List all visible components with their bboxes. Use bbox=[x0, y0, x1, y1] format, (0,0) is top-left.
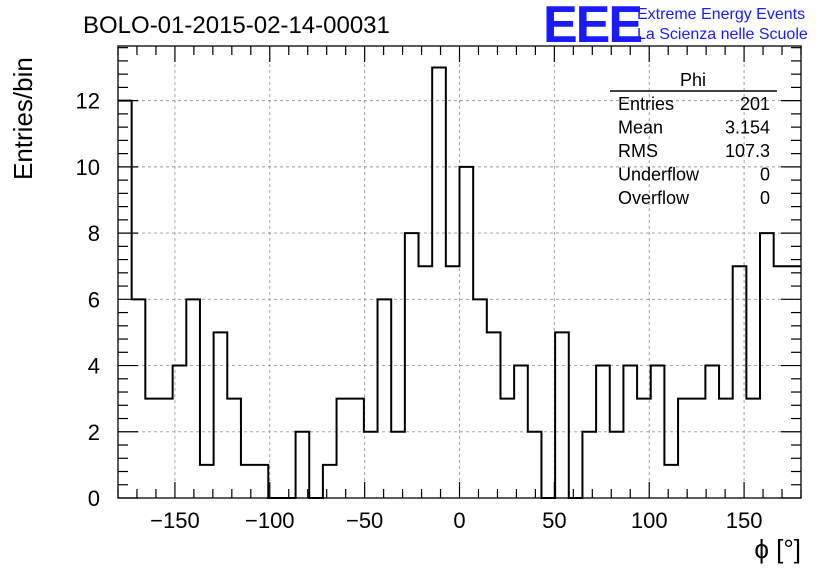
stats-box-rows: Entries 201 Mean 3.154 RMS 107.3 Underflow 0 Ove… bbox=[618, 94, 770, 208]
stats-row-label: RMS bbox=[618, 141, 658, 161]
eee-branding: EEE Extreme Energy Events La Scienza nel… bbox=[543, 0, 808, 54]
histogram-bin bbox=[391, 432, 405, 498]
stats-row-value: 0 bbox=[760, 188, 770, 208]
histogram-bin bbox=[664, 465, 678, 498]
histogram-bin bbox=[241, 465, 255, 498]
histogram-bin bbox=[774, 266, 788, 498]
stats-row-label: Underflow bbox=[618, 165, 700, 185]
stats-row-value: 0 bbox=[760, 165, 770, 185]
stats-row-value: 3.154 bbox=[725, 118, 770, 138]
histogram-bars bbox=[118, 66, 801, 499]
histogram-bin bbox=[200, 465, 214, 498]
y-tick-label: 10 bbox=[76, 155, 100, 180]
x-tick-label: −100 bbox=[245, 508, 295, 533]
stats-row-label: Mean bbox=[618, 118, 663, 138]
histogram-bin bbox=[582, 432, 596, 498]
histogram-bin bbox=[364, 432, 378, 498]
histogram-bin bbox=[719, 399, 733, 498]
histogram-bin bbox=[132, 299, 146, 498]
x-tick-label: −50 bbox=[346, 508, 383, 533]
histogram-bin bbox=[186, 299, 200, 498]
x-axis-label: ϕ [°] bbox=[754, 534, 801, 564]
histogram-bin bbox=[500, 399, 514, 498]
stats-box: Phi Entries 201 Mean 3.154 RMS 107.3 Underflow… bbox=[610, 70, 777, 208]
axis-ticks bbox=[117, 46, 802, 499]
chart-title: BOLO-01-2015-02-14-00031 bbox=[83, 12, 390, 39]
stats-row-label: Entries bbox=[618, 94, 674, 114]
histogram-bin bbox=[255, 465, 269, 498]
histogram-bin bbox=[419, 266, 433, 498]
histogram-bin bbox=[296, 432, 310, 498]
tick-labels: −150 −100 −50 0 50 100 150 0 2 4 6 8 10 12 bbox=[76, 89, 763, 533]
histogram-bin bbox=[214, 332, 228, 498]
histogram-bin bbox=[432, 68, 446, 498]
histogram-bin bbox=[159, 399, 173, 498]
eee-logo: EEE bbox=[543, 0, 641, 54]
y-axis-label: Entries/bin bbox=[8, 57, 38, 180]
histogram-bin bbox=[787, 266, 801, 498]
stats-row-value: 107.3 bbox=[725, 141, 770, 161]
y-tick-label: 4 bbox=[88, 354, 100, 379]
histogram-bin bbox=[746, 399, 760, 498]
histogram-bin bbox=[487, 332, 501, 498]
histogram-bin bbox=[678, 399, 692, 498]
y-tick-label: 0 bbox=[88, 486, 100, 511]
x-tick-label: 50 bbox=[542, 508, 566, 533]
histogram-bin bbox=[460, 167, 474, 498]
histogram-bin bbox=[323, 465, 337, 498]
grid-lines bbox=[118, 46, 801, 498]
y-tick-label: 2 bbox=[88, 420, 100, 445]
histogram-bin bbox=[227, 399, 241, 498]
histogram-outline bbox=[118, 66, 801, 499]
histogram-bin bbox=[337, 399, 351, 498]
y-tick-label: 12 bbox=[76, 89, 100, 114]
histogram-bin bbox=[555, 332, 569, 498]
eee-brand-line-1: Extreme Energy Events bbox=[637, 6, 805, 23]
histogram-bin bbox=[473, 299, 487, 498]
eee-brand-line-2: La Scienza nelle Scuole bbox=[637, 26, 808, 43]
stats-row-value: 201 bbox=[740, 94, 770, 114]
histogram-bin bbox=[610, 432, 624, 498]
histogram-bin bbox=[145, 399, 159, 498]
histogram-bin bbox=[378, 299, 392, 498]
y-tick-label: 6 bbox=[88, 287, 100, 312]
histogram-bin bbox=[350, 399, 364, 498]
x-tick-label: 100 bbox=[631, 508, 668, 533]
histogram-bin bbox=[692, 399, 706, 498]
histogram-bin bbox=[528, 432, 542, 498]
x-tick-label: 150 bbox=[726, 508, 763, 533]
stats-box-title: Phi bbox=[680, 70, 706, 90]
x-tick-label: 0 bbox=[453, 508, 465, 533]
x-tick-label: −150 bbox=[150, 508, 200, 533]
y-tick-label: 8 bbox=[88, 221, 100, 246]
histogram-bin bbox=[446, 266, 460, 498]
stats-row-label: Overflow bbox=[618, 188, 690, 208]
